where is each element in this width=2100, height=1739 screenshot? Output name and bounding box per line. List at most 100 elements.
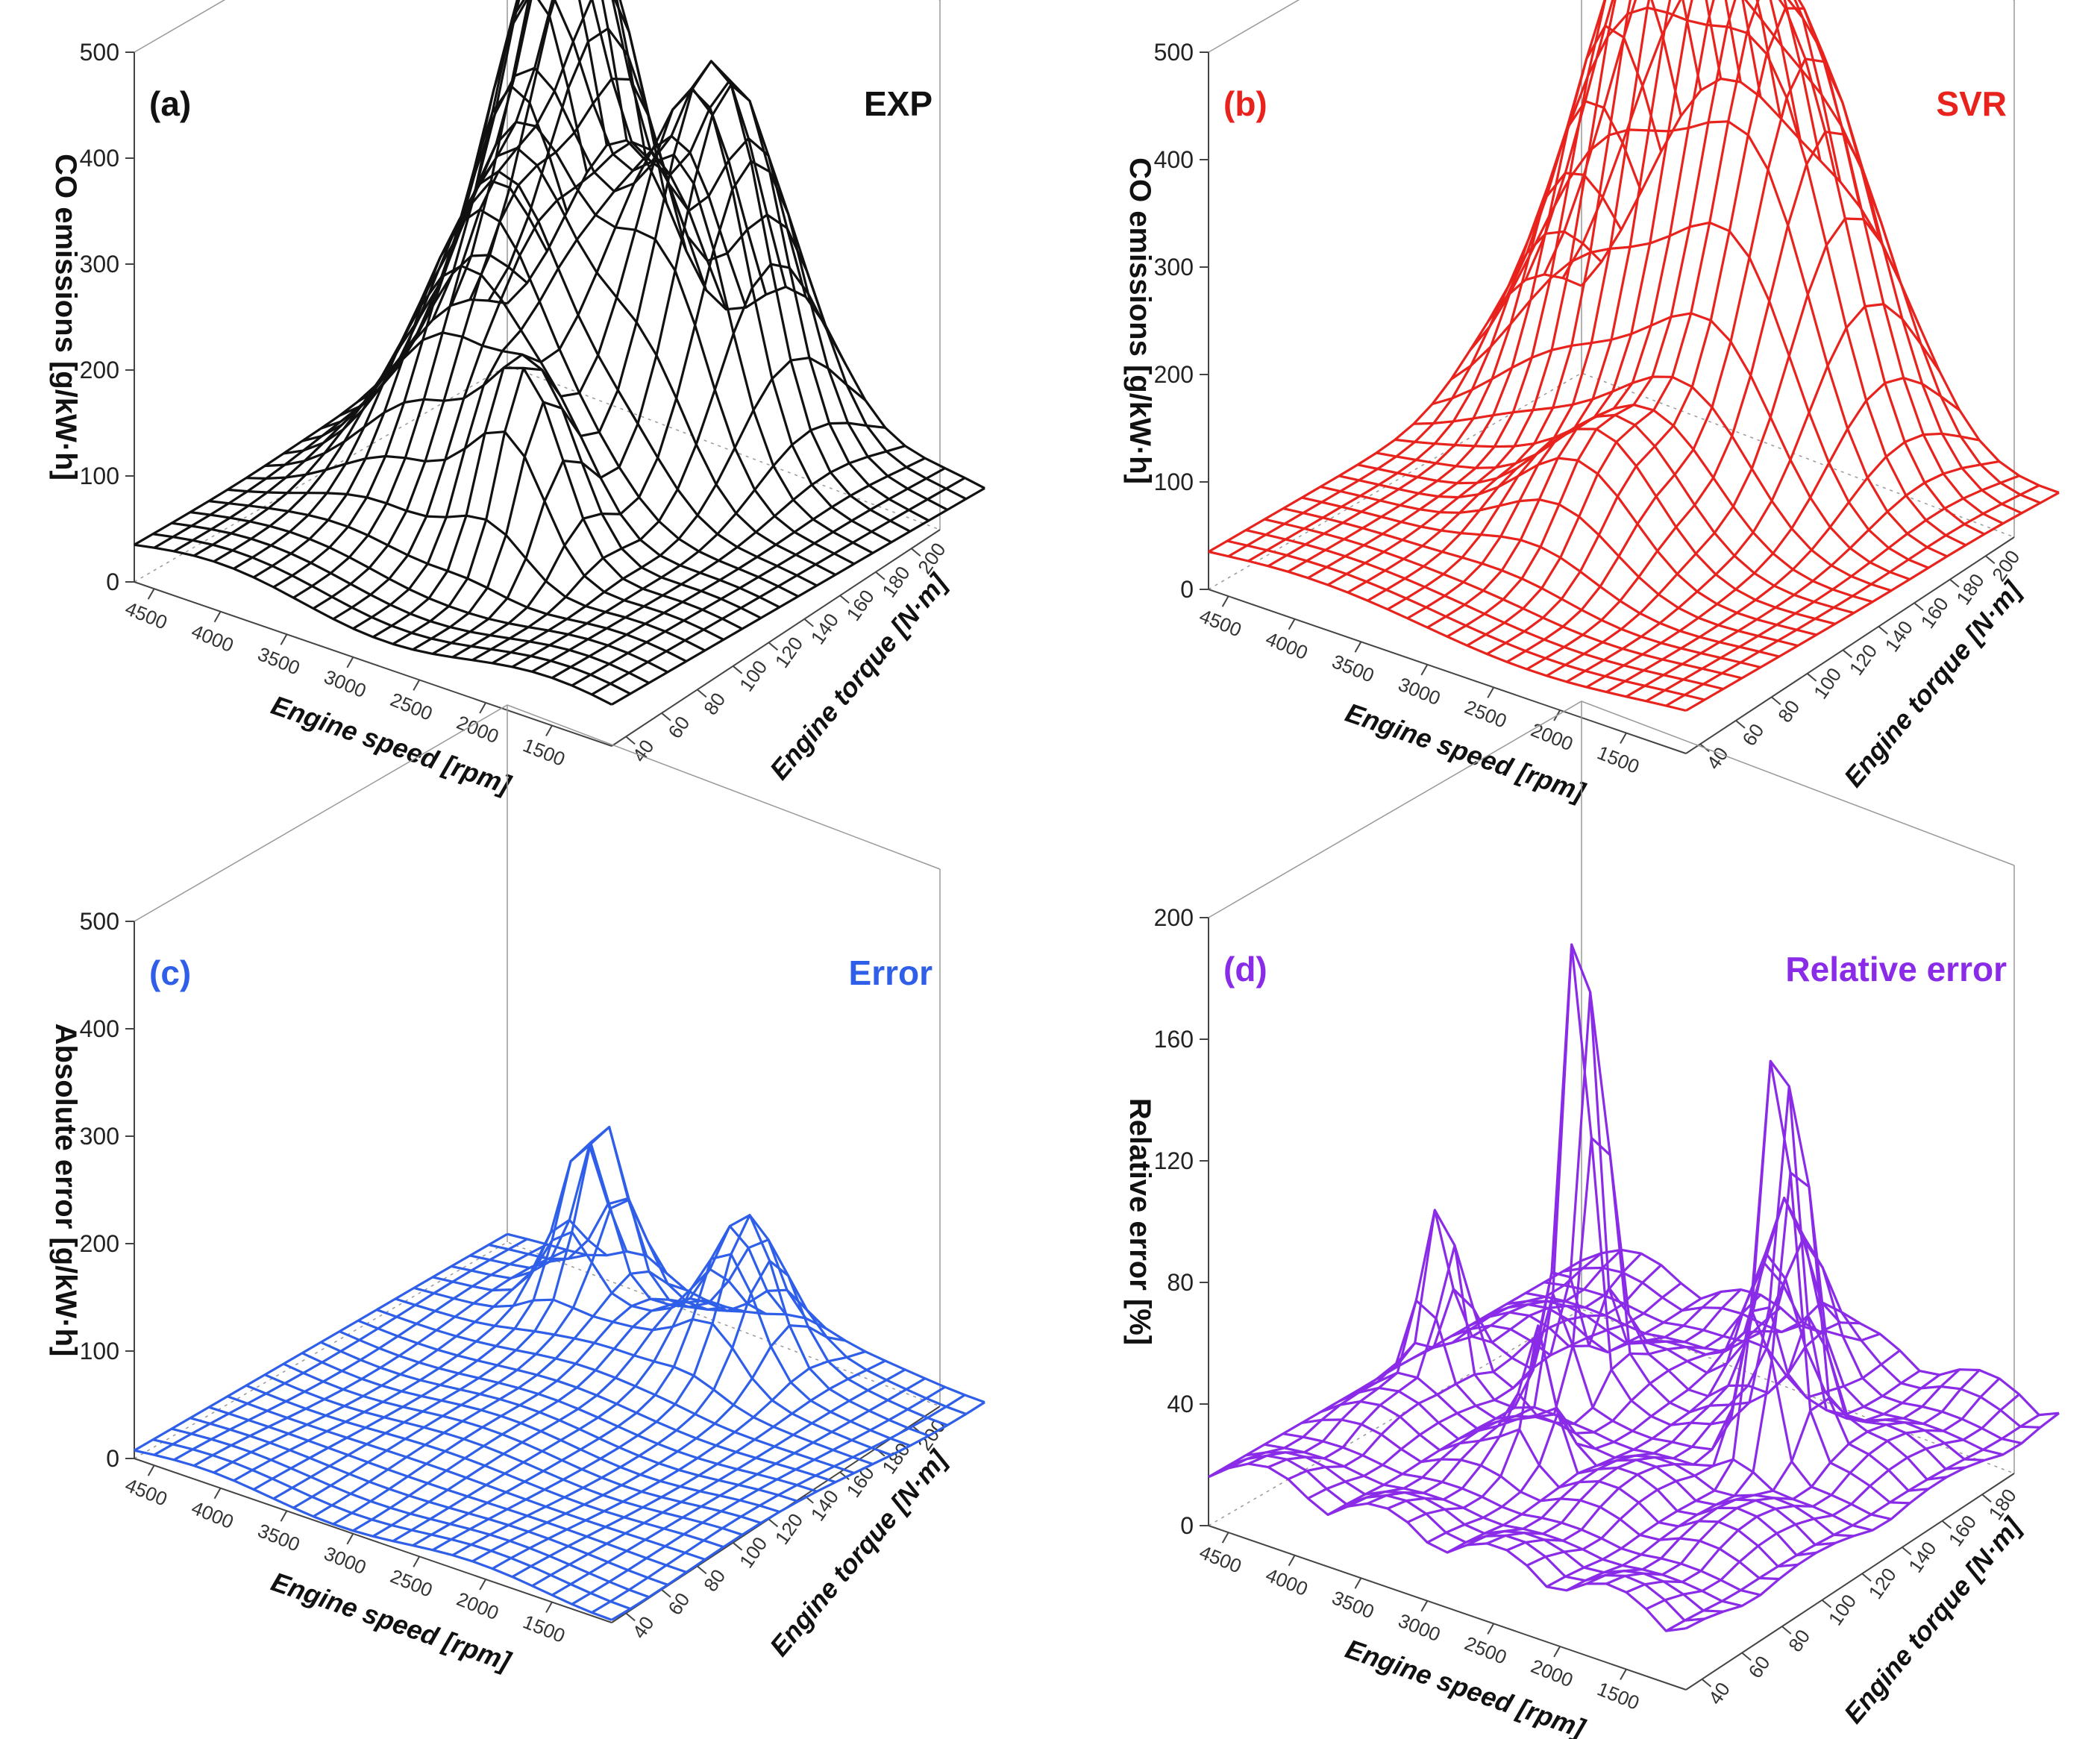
z-tick-label: 500 [80, 39, 119, 66]
surface-gridline-torque [1526, 131, 1902, 671]
surface-gridline-torque [1466, 0, 1842, 647]
y-axis-line [1685, 536, 2015, 754]
x-tick-label: 4500 [122, 597, 171, 633]
x-tick-mark [479, 702, 486, 714]
surface-gridline-torque [1506, 1329, 1881, 1552]
surface-gridline-torque [313, 77, 688, 610]
surface-gridline-torque [1626, 460, 2000, 698]
y-tick-mark [1701, 1679, 1712, 1688]
surface-gridline-torque [451, 160, 827, 659]
surface-gridline-torque [1287, 24, 1663, 573]
z-tick-label: 300 [80, 251, 119, 278]
x-tick-label: 3000 [1395, 1609, 1444, 1646]
x-tick-mark [280, 633, 288, 645]
x-tick-mark [1221, 595, 1229, 607]
surface-gridline-torque [432, 83, 807, 655]
frame-floor-back [1208, 1309, 2015, 1526]
surface-gridline-torque [1685, 1411, 2060, 1630]
surface-gridline-torque [1467, 1197, 1841, 1547]
y-tick-mark [1842, 649, 1853, 659]
x-tick-mark [1354, 641, 1362, 653]
panel-label: (b) [1223, 84, 1267, 123]
surface-gridline-torque [571, 1385, 946, 1605]
surface-gridline-torque [531, 1368, 906, 1588]
z-tick-label: 100 [1154, 469, 1194, 495]
x-tick-label: 2000 [1528, 1655, 1576, 1691]
y-tick-label: 60 [663, 712, 694, 742]
x-tick-label: 3000 [321, 665, 369, 702]
x-tick-label: 3500 [254, 1519, 303, 1555]
frame-top [134, 0, 940, 53]
surface-gridline-torque [412, 1224, 787, 1547]
y-tick-mark [1985, 555, 1996, 564]
y-tick-label: 80 [1784, 1626, 1814, 1656]
surface-gridline-torque [1426, 0, 1802, 629]
x-tick-label: 1500 [520, 1610, 568, 1646]
z-tick-label: 200 [1154, 904, 1194, 931]
z-axis-title: CO emissions [g/kW·h] [1123, 157, 1156, 484]
surface-gridline-torque [471, 1323, 846, 1563]
z-tick-label: 0 [1180, 1512, 1194, 1539]
surface-gridline-torque [253, 0, 628, 579]
x-tick-label: 3000 [321, 1542, 369, 1579]
z-tick-label: 400 [1154, 146, 1194, 173]
z-axis-title: Relative error [%] [1123, 1098, 1156, 1345]
surface-gridline-torque [1227, 1252, 1602, 1470]
y-tick-mark [839, 595, 850, 604]
y-tick-label: 40 [1704, 1678, 1734, 1708]
surface-gridline-torque [1347, 0, 1723, 594]
x-tick-mark [413, 679, 421, 691]
z-tick-label: 200 [80, 1230, 119, 1257]
surface-gridline-torque [412, 60, 787, 651]
y-tick-mark [1913, 602, 1924, 612]
z-tick-label: 0 [1180, 576, 1194, 603]
surface-gridline-torque [1327, 1270, 1702, 1516]
y-tick-mark [732, 1542, 743, 1551]
surface-gridline-torque [1367, 0, 1742, 602]
surface-gridline-torque [352, 160, 727, 630]
x-tick-label: 4000 [188, 1497, 236, 1533]
y-tick-mark [875, 571, 886, 580]
surface-gridline-torque [292, 1198, 668, 1509]
z-tick-label: 200 [80, 357, 119, 383]
surface-gridline-torque [1646, 1393, 2020, 1611]
chart-panel-b: 0 100 200 300 400 500 4500 4000 3500 3000 2500 2000… [1123, 0, 2060, 808]
surface-gridline-torque [591, 1394, 966, 1614]
x-axis-line [134, 581, 612, 747]
surface-gridline-torque [153, 254, 528, 549]
surface-gridline-torque [1486, 7, 1861, 655]
surface-gridline-speed [394, 66, 874, 554]
surface-gridline-torque [1447, 1262, 1821, 1554]
y-tick-mark [625, 736, 636, 745]
x-tick-label: 4500 [1197, 1541, 1245, 1577]
y-tick-mark [1741, 1652, 1752, 1661]
x-tick-mark [1221, 1532, 1229, 1544]
surface-gridline-torque [134, 1232, 508, 1452]
x-tick-mark [1620, 733, 1627, 744]
surface-gridline-torque [1645, 474, 2020, 703]
chart-panel-c: 0 100 200 300 400 500 4500 4000 3500 3000 2500 2000… [49, 704, 985, 1677]
panel-title: SVR [1936, 84, 2007, 123]
x-axis-line [1208, 1525, 1687, 1691]
x-tick-mark [1487, 686, 1495, 698]
y-axis-line [1685, 1473, 2015, 1691]
surface-gridline-torque [272, 1126, 648, 1500]
surface-gridline-torque [332, 140, 708, 621]
y-tick-mark [768, 1518, 779, 1528]
frame-floor-back [134, 365, 941, 583]
x-tick-label: 1500 [520, 733, 568, 770]
z-tick-label: 160 [1154, 1026, 1194, 1053]
surface-gridline-torque [1665, 484, 2040, 707]
z-tick-label: 0 [106, 1445, 119, 1472]
x-tick-mark [545, 1602, 553, 1613]
y-tick-label: 60 [1743, 1652, 1774, 1682]
surface-gridline-torque [292, 0, 668, 599]
x-tick-label: 2500 [1461, 695, 1510, 732]
x-tick-mark [1553, 1646, 1561, 1658]
surface-gridline-torque [1566, 1171, 1940, 1592]
surface-gridline-torque [1208, 273, 1582, 553]
surface-gridline-torque [511, 1359, 886, 1578]
x-tick-label: 1500 [1594, 1677, 1643, 1714]
surface-wireframe [1208, 0, 2060, 712]
